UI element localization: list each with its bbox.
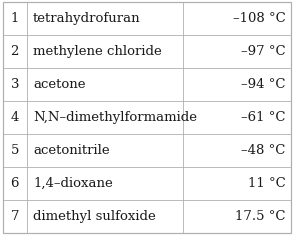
Text: 11 °C: 11 °C	[248, 177, 286, 190]
Text: methylene chloride: methylene chloride	[33, 45, 162, 58]
Text: N,N–dimethylformamide: N,N–dimethylformamide	[33, 111, 197, 124]
Text: acetonitrile: acetonitrile	[33, 144, 110, 157]
Text: 4: 4	[11, 111, 19, 124]
Text: 17.5 °C: 17.5 °C	[235, 210, 286, 223]
Text: –108 °C: –108 °C	[233, 12, 286, 25]
Text: 1,4–dioxane: 1,4–dioxane	[33, 177, 113, 190]
Text: –94 °C: –94 °C	[241, 78, 286, 91]
Text: 1: 1	[11, 12, 19, 25]
Text: 7: 7	[11, 210, 19, 223]
Text: 6: 6	[11, 177, 19, 190]
Text: 2: 2	[11, 45, 19, 58]
Text: –61 °C: –61 °C	[241, 111, 286, 124]
Text: –97 °C: –97 °C	[241, 45, 286, 58]
Text: 5: 5	[11, 144, 19, 157]
Text: dimethyl sulfoxide: dimethyl sulfoxide	[33, 210, 156, 223]
Text: acetone: acetone	[33, 78, 86, 91]
Text: tetrahydrofuran: tetrahydrofuran	[33, 12, 141, 25]
Text: 3: 3	[11, 78, 19, 91]
Text: –48 °C: –48 °C	[241, 144, 286, 157]
